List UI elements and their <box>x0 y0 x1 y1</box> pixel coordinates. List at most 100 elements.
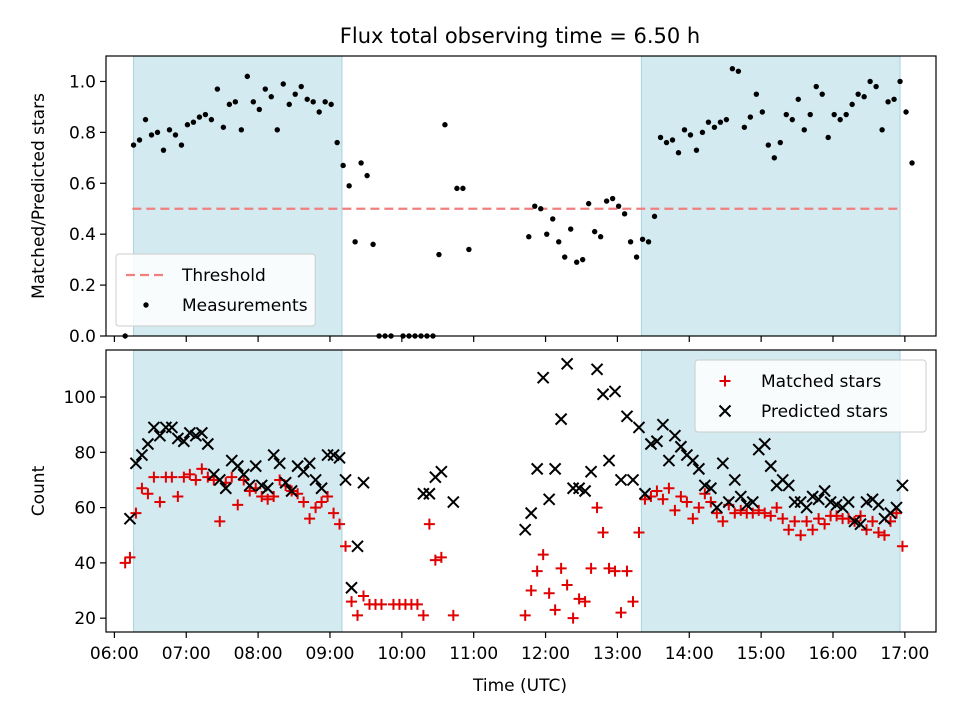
data-point <box>423 518 435 530</box>
y-tick-label: 80 <box>74 443 96 463</box>
data-point <box>346 183 352 189</box>
data-point <box>843 111 849 118</box>
data-point <box>627 239 634 245</box>
data-point <box>681 496 693 508</box>
data-point <box>214 515 226 527</box>
data-point <box>346 596 358 608</box>
data-point <box>740 498 753 512</box>
data-point <box>292 91 298 97</box>
data-point <box>861 94 867 100</box>
data-point <box>124 551 136 563</box>
data-point <box>274 127 280 133</box>
data-point <box>734 490 747 503</box>
data-point <box>536 371 550 384</box>
data-point <box>585 562 597 574</box>
data-point <box>807 111 813 118</box>
data-point <box>238 127 245 133</box>
data-point <box>238 474 250 486</box>
data-point <box>795 529 807 541</box>
data-point <box>800 501 813 514</box>
data-point <box>663 139 670 146</box>
data-point <box>890 507 902 519</box>
data-point <box>268 94 274 100</box>
data-point <box>609 565 621 577</box>
data-point <box>316 109 322 115</box>
data-point <box>662 454 676 467</box>
data-point <box>675 150 682 156</box>
axes-frame <box>105 55 937 337</box>
data-point <box>621 211 628 217</box>
data-point <box>339 473 352 487</box>
data-point <box>669 137 676 143</box>
data-point <box>896 479 909 492</box>
x-tick-label: 08:00 <box>234 644 283 664</box>
data-point <box>208 116 215 123</box>
data-point <box>447 609 459 621</box>
data-point <box>141 437 155 451</box>
data-point <box>364 172 370 179</box>
data-point <box>561 579 573 591</box>
x-axis-label: Time (UTC) <box>472 676 567 696</box>
shaded-region <box>133 349 343 633</box>
data-point <box>729 507 741 519</box>
data-point <box>334 518 346 530</box>
data-point <box>231 459 244 473</box>
data-point <box>537 549 549 561</box>
data-point <box>549 604 561 616</box>
data-point <box>663 482 675 494</box>
data-point <box>854 517 867 531</box>
data-point <box>704 482 718 495</box>
data-point <box>891 96 897 102</box>
data-point <box>759 507 771 519</box>
x-tick-label: 07:00 <box>162 644 211 664</box>
data-point <box>657 493 669 505</box>
data-point <box>304 96 310 102</box>
data-point <box>867 78 873 85</box>
data-point <box>262 86 268 92</box>
x-tick-label: 17:00 <box>880 644 929 664</box>
data-point <box>256 106 263 113</box>
data-point <box>130 507 142 519</box>
data-point <box>711 124 718 130</box>
data-point <box>861 524 873 536</box>
data-point <box>687 513 699 525</box>
data-point <box>208 474 220 486</box>
data-point <box>136 137 143 143</box>
data-point <box>632 421 646 434</box>
data-point <box>627 596 639 608</box>
data-point <box>860 495 873 509</box>
data-point <box>550 216 556 222</box>
data-point <box>603 562 615 574</box>
data-point <box>189 429 203 442</box>
data-point <box>130 142 137 148</box>
x-tick-label: 12:00 <box>521 644 570 664</box>
data-point <box>226 471 238 483</box>
data-point <box>585 200 592 207</box>
series-measurements <box>122 66 915 339</box>
data-point <box>573 259 580 265</box>
data-point <box>879 127 885 133</box>
data-point <box>699 488 711 500</box>
data-point <box>597 526 609 538</box>
data-point <box>544 231 550 237</box>
legend-label: Matched stars <box>761 372 881 392</box>
legend-predicted-swatch <box>718 404 732 418</box>
data-point <box>435 551 447 563</box>
data-point <box>250 99 257 105</box>
data-point <box>298 496 310 508</box>
data-point <box>633 254 640 260</box>
data-point <box>310 502 322 514</box>
data-point <box>692 462 706 476</box>
legend-box <box>694 359 927 433</box>
x-tick-label: 16:00 <box>808 644 857 664</box>
data-point <box>789 116 795 123</box>
data-point <box>279 476 292 489</box>
data-point <box>596 388 610 401</box>
data-point <box>429 554 441 566</box>
data-point <box>526 234 532 240</box>
data-point <box>423 487 436 500</box>
y-tick-label: 60 <box>74 499 96 519</box>
data-point <box>668 429 682 442</box>
data-point <box>819 91 825 97</box>
